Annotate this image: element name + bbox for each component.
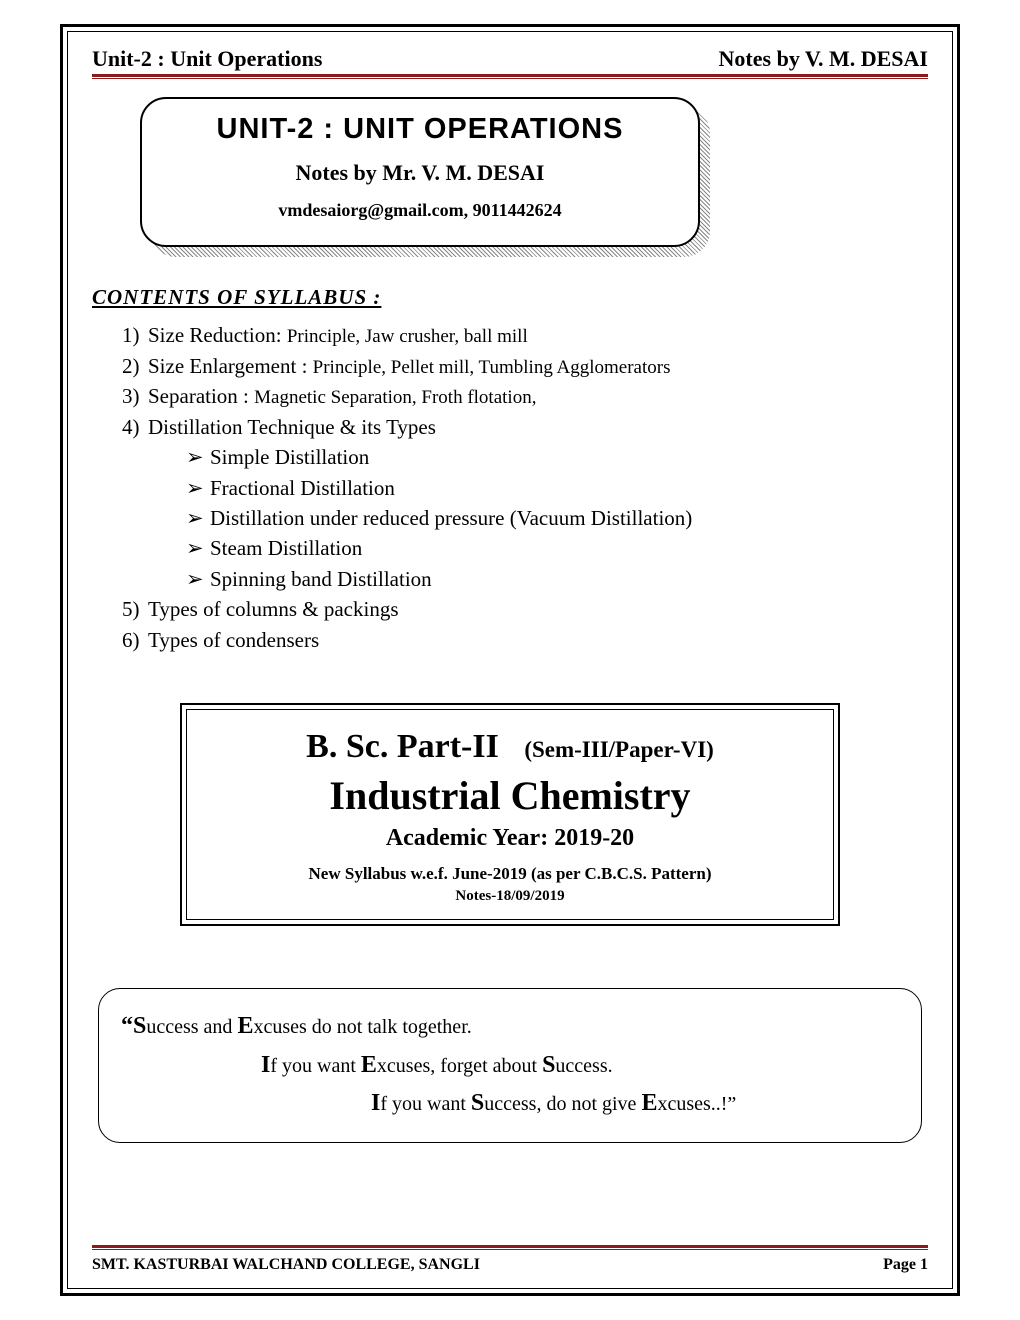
quote-capital: I (371, 1090, 380, 1116)
quote-line-3: If you want Success, do not give Excuses… (121, 1084, 899, 1122)
title-card: Unit-2 : Unit Operations Notes by Mr. V.… (140, 97, 700, 247)
quote-capital: E (237, 1013, 253, 1039)
course-degree: B. Sc. Part-II (306, 728, 499, 765)
title-card-wrap: Unit-2 : Unit Operations Notes by Mr. V.… (140, 97, 710, 257)
quote-capital: E (361, 1052, 377, 1078)
sublist-label: Spinning band Distillation (210, 567, 432, 591)
sublist-label: Steam Distillation (210, 536, 362, 560)
arrow-icon: ➢ (186, 442, 210, 472)
header-left: Unit-2 : Unit Operations (92, 46, 322, 72)
footer-page-number: Page 1 (883, 1256, 928, 1274)
quote-line-1: “Success and Excuses do not talk togethe… (121, 1007, 899, 1045)
footer-college: SMT. KASTURBAI WALCHAND COLLEGE, SANGLI (92, 1256, 480, 1274)
quote-text: xcuses do not talk together. (253, 1016, 471, 1038)
quote-capital: I (261, 1052, 270, 1078)
contents-sublist: ➢Simple Distillation ➢Fractional Distill… (122, 442, 928, 594)
item-label: Size Enlargement : (148, 354, 313, 378)
quote-text: f you want (270, 1055, 361, 1077)
quote-text: f you want (380, 1093, 471, 1115)
item-label: Types of condensers (148, 628, 319, 652)
page-footer: SMT. KASTURBAI WALCHAND COLLEGE, SANGLI … (92, 1245, 928, 1274)
quote-quote-open: “ (121, 1013, 133, 1039)
course-subject: Industrial Chemistry (201, 772, 819, 819)
sublist-item: ➢Distillation under reduced pressure (Va… (186, 503, 928, 533)
page-outer-frame: Unit-2 : Unit Operations Notes by V. M. … (60, 24, 960, 1296)
sublist-label: Distillation under reduced pressure (Vac… (210, 506, 692, 530)
quote-text: uccess and (146, 1016, 237, 1038)
item-number: 5) (122, 594, 148, 624)
quote-text: xcuses, forget about (377, 1055, 542, 1077)
course-syllabus-note: New Syllabus w.e.f. June-2019 (as per C.… (201, 864, 819, 884)
item-label: Size Reduction: (148, 323, 287, 347)
quote-capital: S (542, 1052, 555, 1078)
course-title-line: B. Sc. Part-II (Sem-III/Paper-VI) (201, 728, 819, 766)
arrow-icon: ➢ (186, 473, 210, 503)
quote-capital: S (133, 1013, 146, 1039)
quote-text: uccess, do not give (484, 1093, 641, 1115)
sublist-label: Simple Distillation (210, 445, 369, 469)
sublist-item: ➢Fractional Distillation (186, 473, 928, 503)
arrow-icon: ➢ (186, 503, 210, 533)
item-label: Types of columns & packings (148, 597, 399, 621)
quote-capital: S (471, 1090, 484, 1116)
item-detail: Principle, Jaw crusher, ball mill (287, 326, 528, 347)
item-detail: Magnetic Separation, Froth flotation, (254, 387, 536, 408)
course-year: Academic Year: 2019-20 (201, 825, 819, 852)
item-detail: Principle, Pellet mill, Tumbling Agglome… (313, 357, 671, 378)
item-label: Separation : (148, 384, 254, 408)
quote-text: uccess. (555, 1055, 612, 1077)
arrow-icon: ➢ (186, 533, 210, 563)
contents-item: 6)Types of condensers (122, 625, 928, 655)
footer-rule (92, 1245, 928, 1250)
header-right: Notes by V. M. DESAI (719, 46, 928, 72)
contents-item: 4)Distillation Technique & its Types (122, 412, 928, 442)
page-header: Unit-2 : Unit Operations Notes by V. M. … (92, 46, 928, 74)
contents-item: 2)Size Enlargement : Principle, Pellet m… (122, 351, 928, 382)
course-sem: (Sem-III/Paper-VI) (524, 737, 714, 762)
sublist-label: Fractional Distillation (210, 476, 395, 500)
contents-item: 1)Size Reduction: Principle, Jaw crusher… (122, 320, 928, 351)
item-number: 6) (122, 625, 148, 655)
course-box-inner: B. Sc. Part-II (Sem-III/Paper-VI) Indust… (186, 709, 834, 920)
item-number: 1) (122, 320, 148, 350)
sublist-item: ➢Steam Distillation (186, 533, 928, 563)
contents-list: 1)Size Reduction: Principle, Jaw crusher… (92, 320, 928, 655)
sublist-item: ➢Spinning band Distillation (186, 564, 928, 594)
contents-item: 3)Separation : Magnetic Separation, Frot… (122, 381, 928, 412)
item-number: 2) (122, 351, 148, 381)
contents-item: 5)Types of columns & packings (122, 594, 928, 624)
page-inner-frame: Unit-2 : Unit Operations Notes by V. M. … (67, 31, 953, 1289)
sublist-item: ➢Simple Distillation (186, 442, 928, 472)
quote-text: xcuses..!” (657, 1093, 736, 1115)
footer-row: SMT. KASTURBAI WALCHAND COLLEGE, SANGLI … (92, 1256, 928, 1274)
contents-heading: CONTENTS OF SYLLABUS : (92, 285, 928, 310)
course-notes-date: Notes-18/09/2019 (201, 888, 819, 905)
title-subtitle: Notes by Mr. V. M. DESAI (158, 160, 682, 186)
item-label: Distillation Technique & its Types (148, 415, 436, 439)
title-contact: vmdesaiorg@gmail.com, 9011442624 (158, 200, 682, 221)
arrow-icon: ➢ (186, 564, 210, 594)
course-box: B. Sc. Part-II (Sem-III/Paper-VI) Indust… (180, 703, 840, 926)
quote-capital: E (641, 1090, 657, 1116)
quote-box: “Success and Excuses do not talk togethe… (98, 988, 922, 1143)
quote-line-2: If you want Excuses, forget about Succes… (121, 1046, 899, 1084)
item-number: 4) (122, 412, 148, 442)
header-rule (92, 74, 928, 79)
title-main: Unit-2 : Unit Operations (158, 113, 682, 146)
item-number: 3) (122, 381, 148, 411)
